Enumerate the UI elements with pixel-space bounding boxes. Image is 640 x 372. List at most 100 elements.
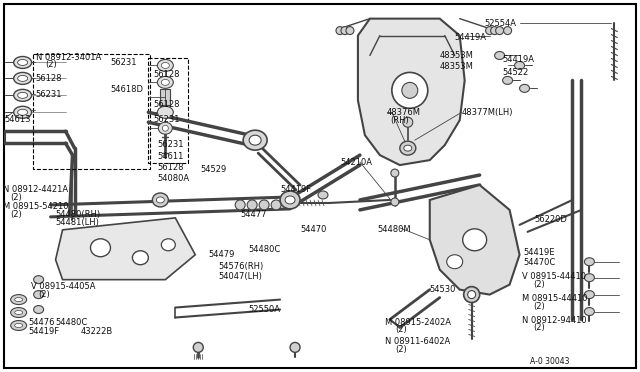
Text: 52550A: 52550A bbox=[248, 305, 280, 314]
Ellipse shape bbox=[249, 135, 261, 145]
Text: 48376M: 48376M bbox=[387, 108, 421, 117]
Ellipse shape bbox=[156, 197, 164, 203]
Text: N 08912-94410: N 08912-94410 bbox=[522, 315, 586, 324]
Ellipse shape bbox=[15, 311, 22, 314]
Ellipse shape bbox=[391, 169, 399, 177]
Ellipse shape bbox=[391, 198, 399, 206]
Ellipse shape bbox=[34, 305, 44, 314]
Text: N 08912-4421A: N 08912-4421A bbox=[3, 185, 68, 194]
Ellipse shape bbox=[404, 145, 412, 151]
Text: 48353M: 48353M bbox=[440, 51, 474, 60]
Text: 54419A: 54419A bbox=[454, 33, 486, 42]
Text: 52554A: 52554A bbox=[484, 19, 516, 28]
Ellipse shape bbox=[346, 26, 354, 35]
Polygon shape bbox=[430, 185, 520, 295]
Ellipse shape bbox=[318, 191, 328, 199]
Text: 56128: 56128 bbox=[154, 100, 180, 109]
Text: 48377M(LH): 48377M(LH) bbox=[461, 108, 513, 117]
Ellipse shape bbox=[403, 117, 413, 127]
Ellipse shape bbox=[15, 298, 22, 302]
Ellipse shape bbox=[13, 57, 31, 68]
Ellipse shape bbox=[584, 291, 595, 299]
Ellipse shape bbox=[163, 125, 168, 131]
Text: (2): (2) bbox=[38, 290, 51, 299]
Ellipse shape bbox=[90, 239, 111, 257]
Text: 54480C: 54480C bbox=[56, 318, 88, 327]
Ellipse shape bbox=[290, 342, 300, 352]
Ellipse shape bbox=[392, 73, 428, 108]
Text: M 08915-54210: M 08915-54210 bbox=[3, 202, 68, 211]
Ellipse shape bbox=[341, 26, 349, 35]
Ellipse shape bbox=[486, 26, 493, 35]
Ellipse shape bbox=[34, 291, 44, 299]
Ellipse shape bbox=[15, 324, 22, 327]
Ellipse shape bbox=[13, 106, 31, 118]
Text: 54480C: 54480C bbox=[248, 245, 280, 254]
Text: M 08915-44410: M 08915-44410 bbox=[522, 294, 587, 302]
Ellipse shape bbox=[235, 200, 245, 210]
Text: (2): (2) bbox=[534, 302, 545, 311]
Ellipse shape bbox=[464, 286, 479, 302]
Text: 56231: 56231 bbox=[111, 58, 137, 67]
Ellipse shape bbox=[152, 193, 168, 207]
Ellipse shape bbox=[247, 200, 257, 210]
Text: 54611: 54611 bbox=[157, 152, 184, 161]
Ellipse shape bbox=[161, 239, 175, 251]
Ellipse shape bbox=[495, 51, 504, 60]
Text: 54470C: 54470C bbox=[524, 258, 556, 267]
Ellipse shape bbox=[11, 295, 27, 305]
Ellipse shape bbox=[18, 60, 28, 65]
Ellipse shape bbox=[132, 251, 148, 265]
Ellipse shape bbox=[520, 84, 529, 92]
Text: 54476: 54476 bbox=[29, 318, 55, 327]
Text: 54529: 54529 bbox=[200, 165, 227, 174]
Ellipse shape bbox=[11, 321, 27, 330]
Polygon shape bbox=[358, 19, 465, 165]
Ellipse shape bbox=[336, 26, 344, 35]
Ellipse shape bbox=[18, 92, 28, 98]
Ellipse shape bbox=[243, 130, 267, 150]
Text: (2): (2) bbox=[395, 326, 406, 334]
Ellipse shape bbox=[285, 196, 295, 204]
Text: N 08911-6402A: N 08911-6402A bbox=[385, 337, 450, 346]
Ellipse shape bbox=[11, 308, 27, 318]
Text: 54470: 54470 bbox=[300, 225, 326, 234]
Ellipse shape bbox=[271, 200, 281, 210]
Ellipse shape bbox=[158, 122, 172, 134]
Text: V 08915-4405A: V 08915-4405A bbox=[31, 282, 95, 291]
Ellipse shape bbox=[18, 109, 28, 115]
Text: 54047(LH): 54047(LH) bbox=[218, 272, 262, 281]
Text: 43222B: 43222B bbox=[81, 327, 113, 336]
Text: 54480(RH): 54480(RH) bbox=[56, 210, 100, 219]
Ellipse shape bbox=[13, 89, 31, 101]
Text: 54479: 54479 bbox=[208, 250, 235, 259]
Text: (2): (2) bbox=[11, 210, 22, 219]
Text: 54419E: 54419E bbox=[524, 248, 555, 257]
Text: (RH): (RH) bbox=[390, 116, 408, 125]
Ellipse shape bbox=[161, 79, 170, 86]
Text: M 08915-2402A: M 08915-2402A bbox=[385, 318, 451, 327]
Text: 54481(LH): 54481(LH) bbox=[56, 218, 99, 227]
Ellipse shape bbox=[504, 26, 511, 35]
Ellipse shape bbox=[447, 255, 463, 269]
Ellipse shape bbox=[584, 258, 595, 266]
Ellipse shape bbox=[400, 141, 416, 155]
Ellipse shape bbox=[491, 26, 499, 35]
Text: (2): (2) bbox=[395, 346, 406, 355]
Ellipse shape bbox=[18, 76, 28, 81]
Ellipse shape bbox=[584, 274, 595, 282]
Text: 48353M: 48353M bbox=[440, 62, 474, 71]
Text: 56220D: 56220D bbox=[534, 215, 568, 224]
Text: 54419A: 54419A bbox=[502, 55, 534, 64]
Ellipse shape bbox=[495, 26, 504, 35]
Text: 54480M: 54480M bbox=[378, 225, 412, 234]
Text: 54419F: 54419F bbox=[29, 327, 60, 336]
Text: 56231: 56231 bbox=[157, 140, 184, 149]
Text: 54522: 54522 bbox=[502, 68, 529, 77]
Bar bbox=[148, 58, 188, 163]
Text: V 08915-44410: V 08915-44410 bbox=[522, 272, 586, 281]
Text: A-0 30043: A-0 30043 bbox=[529, 357, 569, 366]
Text: 54618D: 54618D bbox=[111, 86, 143, 94]
Text: 56128: 56128 bbox=[154, 70, 180, 80]
Ellipse shape bbox=[402, 82, 418, 98]
